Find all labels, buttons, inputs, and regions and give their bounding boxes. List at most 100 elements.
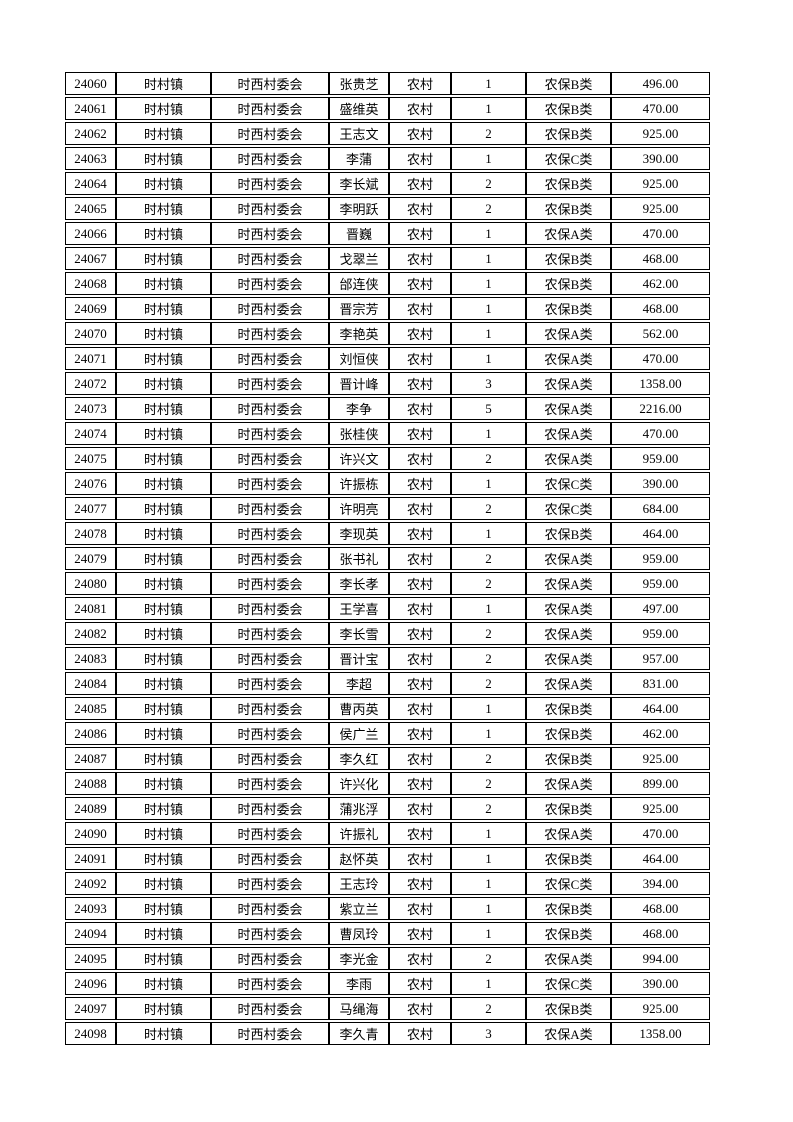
cell-amount: 462.00 (611, 722, 710, 745)
cell-person-name: 许振栋 (329, 472, 389, 495)
cell-town: 时村镇 (116, 397, 211, 420)
cell-village: 时西村委会 (211, 497, 329, 520)
cell-person-count: 2 (451, 647, 526, 670)
cell-category: 农村 (389, 847, 451, 870)
cell-category: 农村 (389, 272, 451, 295)
cell-person-name: 张贵芝 (329, 72, 389, 95)
cell-town: 时村镇 (116, 372, 211, 395)
table-row: 24085 时村镇 时西村委会 曹丙英 农村 1 农保B类 464.00 (65, 697, 710, 720)
cell-category: 农村 (389, 697, 451, 720)
cell-insurance-type: 农保A类 (526, 772, 611, 795)
cell-insurance-type: 农保B类 (526, 197, 611, 220)
benefit-table: 24060 时村镇 时西村委会 张贵芝 农村 1 农保B类 496.00 24061 时村镇 时西村… (65, 70, 710, 1047)
cell-category: 农村 (389, 797, 451, 820)
table-row: 24079 时村镇 时西村委会 张书礼 农村 2 农保A类 959.00 (65, 547, 710, 570)
cell-person-name: 许兴文 (329, 447, 389, 470)
cell-village: 时西村委会 (211, 897, 329, 920)
cell-category: 农村 (389, 197, 451, 220)
cell-amount: 468.00 (611, 922, 710, 945)
cell-person-count: 2 (451, 547, 526, 570)
table-row: 24094 时村镇 时西村委会 曹凤玲 农村 1 农保B类 468.00 (65, 922, 710, 945)
cell-insurance-type: 农保B类 (526, 247, 611, 270)
cell-person-count: 2 (451, 672, 526, 695)
cell-person-count: 1 (451, 722, 526, 745)
cell-insurance-type: 农保B类 (526, 297, 611, 320)
cell-person-name: 盛维英 (329, 97, 389, 120)
cell-person-count: 1 (451, 922, 526, 945)
table-row: 24089 时村镇 时西村委会 蒲兆浮 农村 2 农保B类 925.00 (65, 797, 710, 820)
cell-insurance-type: 农保B类 (526, 72, 611, 95)
cell-person-count: 3 (451, 1022, 526, 1045)
cell-person-count: 1 (451, 347, 526, 370)
cell-town: 时村镇 (116, 297, 211, 320)
cell-amount: 464.00 (611, 847, 710, 870)
cell-person-count: 1 (451, 247, 526, 270)
cell-amount: 925.00 (611, 172, 710, 195)
cell-category: 农村 (389, 972, 451, 995)
cell-person-name: 李现英 (329, 522, 389, 545)
cell-person-name: 王志文 (329, 122, 389, 145)
cell-person-count: 1 (451, 422, 526, 445)
cell-insurance-type: 农保A类 (526, 597, 611, 620)
cell-person-count: 1 (451, 97, 526, 120)
cell-category: 农村 (389, 97, 451, 120)
cell-person-count: 2 (451, 447, 526, 470)
cell-person-name: 许兴化 (329, 772, 389, 795)
cell-amount: 2216.00 (611, 397, 710, 420)
cell-village: 时西村委会 (211, 297, 329, 320)
cell-category: 农村 (389, 547, 451, 570)
cell-insurance-type: 农保C类 (526, 497, 611, 520)
table-row: 24064 时村镇 时西村委会 李长斌 农村 2 农保B类 925.00 (65, 172, 710, 195)
cell-village: 时西村委会 (211, 972, 329, 995)
cell-person-count: 2 (451, 997, 526, 1020)
cell-category: 农村 (389, 597, 451, 620)
cell-insurance-type: 农保A类 (526, 347, 611, 370)
cell-village: 时西村委会 (211, 997, 329, 1020)
cell-village: 时西村委会 (211, 347, 329, 370)
cell-id: 24097 (65, 997, 116, 1020)
cell-person-count: 1 (451, 472, 526, 495)
cell-amount: 470.00 (611, 97, 710, 120)
cell-village: 时西村委会 (211, 272, 329, 295)
cell-category: 农村 (389, 147, 451, 170)
cell-insurance-type: 农保A类 (526, 822, 611, 845)
cell-person-count: 2 (451, 172, 526, 195)
cell-insurance-type: 农保B类 (526, 897, 611, 920)
cell-town: 时村镇 (116, 272, 211, 295)
cell-person-name: 李明跃 (329, 197, 389, 220)
cell-category: 农村 (389, 622, 451, 645)
cell-town: 时村镇 (116, 872, 211, 895)
cell-category: 农村 (389, 322, 451, 345)
cell-village: 时西村委会 (211, 772, 329, 795)
cell-category: 农村 (389, 347, 451, 370)
cell-person-name: 王学喜 (329, 597, 389, 620)
cell-category: 农村 (389, 222, 451, 245)
cell-town: 时村镇 (116, 697, 211, 720)
cell-amount: 468.00 (611, 247, 710, 270)
cell-person-name: 赵怀英 (329, 847, 389, 870)
cell-village: 时西村委会 (211, 247, 329, 270)
cell-category: 农村 (389, 172, 451, 195)
cell-town: 时村镇 (116, 572, 211, 595)
cell-person-count: 1 (451, 697, 526, 720)
cell-village: 时西村委会 (211, 1022, 329, 1045)
cell-town: 时村镇 (116, 722, 211, 745)
table-row: 24078 时村镇 时西村委会 李现英 农村 1 农保B类 464.00 (65, 522, 710, 545)
table-row: 24098 时村镇 时西村委会 李久青 农村 3 农保A类 1358.00 (65, 1022, 710, 1045)
cell-person-name: 晋宗芳 (329, 297, 389, 320)
cell-village: 时西村委会 (211, 947, 329, 970)
cell-insurance-type: 农保B类 (526, 272, 611, 295)
cell-category: 农村 (389, 422, 451, 445)
cell-town: 时村镇 (116, 647, 211, 670)
cell-town: 时村镇 (116, 797, 211, 820)
cell-amount: 925.00 (611, 122, 710, 145)
cell-village: 时西村委会 (211, 572, 329, 595)
cell-id: 24081 (65, 597, 116, 620)
cell-amount: 470.00 (611, 422, 710, 445)
cell-person-count: 1 (451, 522, 526, 545)
table-row: 24093 时村镇 时西村委会 紫立兰 农村 1 农保B类 468.00 (65, 897, 710, 920)
cell-person-name: 许振礼 (329, 822, 389, 845)
cell-id: 24062 (65, 122, 116, 145)
table-row: 24083 时村镇 时西村委会 晋计宝 农村 2 农保A类 957.00 (65, 647, 710, 670)
cell-insurance-type: 农保B类 (526, 172, 611, 195)
